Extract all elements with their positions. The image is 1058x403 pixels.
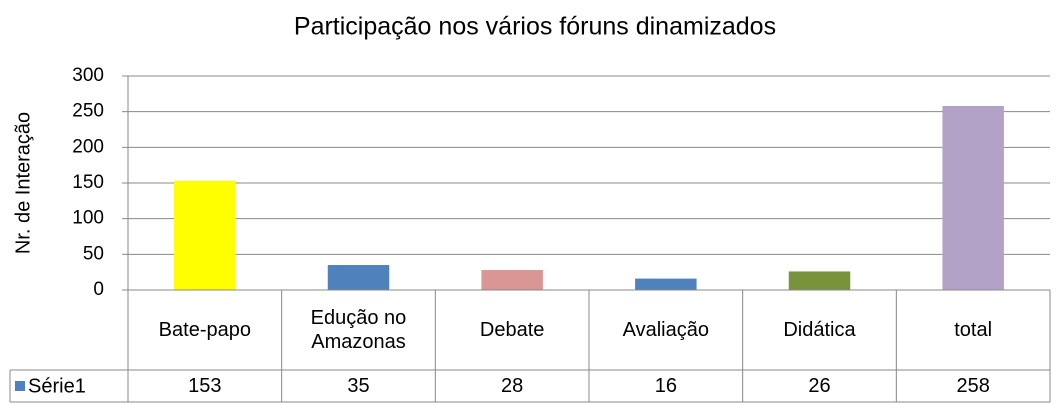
y-tick-label: 300 [72, 65, 104, 86]
y-tick-label: 100 [72, 208, 104, 229]
data-table-value: 153 [188, 375, 222, 397]
bar [481, 270, 543, 290]
bar [635, 278, 697, 290]
x-tick-label-box: Bate-papo [158, 319, 251, 341]
x-tick-label-box: total [954, 319, 993, 341]
x-tick-label-box: Didática [783, 319, 856, 341]
data-table-value: 258 [956, 375, 990, 397]
chart-title: Participação nos vários fóruns dinamizad… [294, 13, 776, 41]
x-tick-label: Debate [479, 319, 545, 341]
data-table-value: 26 [808, 375, 831, 397]
bar [942, 105, 1004, 291]
data-table-value: 35 [347, 375, 370, 397]
bar [788, 271, 851, 290]
data-table-value-box: 16 [654, 375, 677, 397]
data-table-value-box: 28 [501, 375, 524, 397]
y-tick-label: 50 [83, 243, 104, 264]
y-tick-label: 200 [72, 136, 104, 157]
data-table-value-box: 153 [188, 375, 222, 397]
y-axis-label: Nr. de Interação [12, 112, 34, 254]
x-tick-label: Bate-papo [158, 319, 251, 341]
data-table-value-box: 26 [808, 375, 831, 397]
y-tick-label: 150 [72, 172, 104, 193]
legend-label: Série1 [28, 375, 86, 397]
data-table-value: 16 [654, 375, 677, 397]
x-tick-label: Didática [783, 319, 856, 341]
data-table-value-box: 35 [347, 375, 370, 397]
data-table-value: 28 [501, 375, 524, 397]
data-table-value-box: 258 [956, 375, 990, 397]
bar [174, 180, 236, 290]
x-tick-label-box: Avaliação [622, 319, 709, 341]
x-tick-label: Avaliação [622, 319, 709, 341]
y-tick-label: 250 [72, 101, 104, 122]
y-tick-label: 0 [93, 279, 104, 300]
bar [327, 265, 390, 290]
x-tick-label: total [954, 319, 993, 341]
x-tick-label: Edução no Amazonas [310, 307, 407, 353]
legend-key [15, 381, 25, 391]
x-tick-label-box: Debate [479, 319, 545, 341]
x-tick-label-box: Edução no Amazonas [310, 307, 407, 353]
